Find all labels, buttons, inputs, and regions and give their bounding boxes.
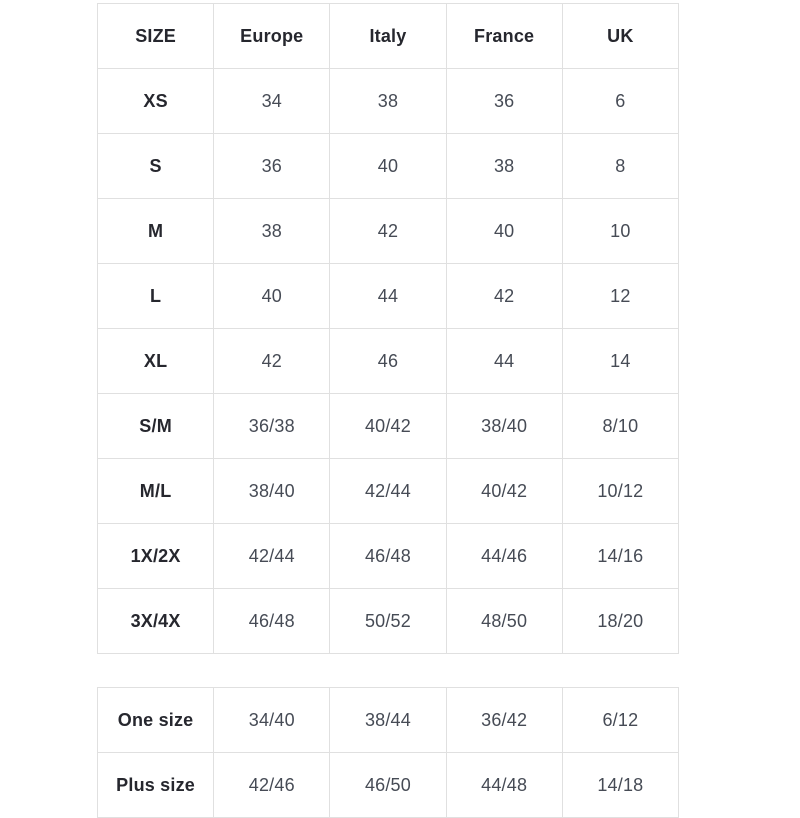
size-label-cell: One size <box>96 687 215 753</box>
size-value-cell: 6 <box>561 68 680 134</box>
size-value-cell: 42 <box>213 328 331 394</box>
size-value-cell: 40 <box>329 133 447 199</box>
size-value-cell: 14/16 <box>561 523 680 589</box>
size-value-cell: 38/40 <box>213 458 331 524</box>
size-value-cell: 44 <box>329 263 447 329</box>
column-header-uk: UK <box>561 3 680 69</box>
size-value-cell: 46/50 <box>329 752 447 818</box>
table-row: S 36 40 38 8 <box>96 133 680 199</box>
size-value-cell: 38/40 <box>445 393 563 459</box>
size-label-cell: S/M <box>96 393 215 459</box>
size-label-cell: XS <box>96 68 215 134</box>
size-value-cell: 36/42 <box>445 687 563 753</box>
size-value-cell: 46 <box>329 328 447 394</box>
size-value-cell: 34/40 <box>213 687 331 753</box>
table-row: 3X/4X 46/48 50/52 48/50 18/20 <box>96 588 680 654</box>
size-value-cell: 38 <box>445 133 563 199</box>
size-value-cell: 44 <box>445 328 563 394</box>
size-value-cell: 8/10 <box>561 393 680 459</box>
header-row: SIZE Europe Italy France UK <box>96 3 680 69</box>
size-label-cell: Plus size <box>96 752 215 818</box>
size-value-cell: 10 <box>561 198 680 264</box>
size-value-cell: 38/44 <box>329 687 447 753</box>
size-label-cell: XL <box>96 328 215 394</box>
size-label-cell: M/L <box>96 458 215 524</box>
size-label-cell: M <box>96 198 215 264</box>
table-row: Plus size 42/46 46/50 44/48 14/18 <box>96 752 680 818</box>
size-value-cell: 14/18 <box>561 752 680 818</box>
table-row: One size 34/40 38/44 36/42 6/12 <box>96 687 680 753</box>
table-row: M 38 42 40 10 <box>96 198 680 264</box>
size-value-cell: 14 <box>561 328 680 394</box>
size-label-cell: S <box>96 133 215 199</box>
size-value-cell: 6/12 <box>561 687 680 753</box>
column-header-size: SIZE <box>96 3 215 69</box>
size-value-cell: 38 <box>329 68 447 134</box>
size-value-cell: 50/52 <box>329 588 447 654</box>
table-row: 1X/2X 42/44 46/48 44/46 14/16 <box>96 523 680 589</box>
table-row: S/M 36/38 40/42 38/40 8/10 <box>96 393 680 459</box>
column-header-france: France <box>445 3 563 69</box>
size-value-cell: 42/44 <box>329 458 447 524</box>
size-label-cell: L <box>96 263 215 329</box>
size-label-cell: 3X/4X <box>96 588 215 654</box>
size-value-cell: 36 <box>445 68 563 134</box>
size-value-cell: 36/38 <box>213 393 331 459</box>
table-row: XS 34 38 36 6 <box>96 68 680 134</box>
table-row: XL 42 46 44 14 <box>96 328 680 394</box>
size-value-cell: 18/20 <box>561 588 680 654</box>
column-header-europe: Europe <box>213 3 331 69</box>
column-header-italy: Italy <box>329 3 447 69</box>
size-value-cell: 48/50 <box>445 588 563 654</box>
size-value-cell: 42/44 <box>213 523 331 589</box>
size-value-cell: 10/12 <box>561 458 680 524</box>
size-value-cell: 40/42 <box>445 458 563 524</box>
size-value-cell: 44/48 <box>445 752 563 818</box>
size-value-cell: 12 <box>561 263 680 329</box>
size-value-cell: 40 <box>213 263 331 329</box>
table-row: M/L 38/40 42/44 40/42 10/12 <box>96 458 680 524</box>
size-value-cell: 42 <box>329 198 447 264</box>
size-value-cell: 8 <box>561 133 680 199</box>
size-value-cell: 42 <box>445 263 563 329</box>
size-value-cell: 40/42 <box>329 393 447 459</box>
size-value-cell: 42/46 <box>213 752 331 818</box>
size-value-cell: 46/48 <box>329 523 447 589</box>
size-value-cell: 36 <box>213 133 331 199</box>
size-value-cell: 44/46 <box>445 523 563 589</box>
size-value-cell: 34 <box>213 68 331 134</box>
special-size-table: One size 34/40 38/44 36/42 6/12 Plus siz… <box>96 687 680 818</box>
size-guide-page: SIZE Europe Italy France UK XS 34 38 36 … <box>96 3 680 818</box>
table-row: L 40 44 42 12 <box>96 263 680 329</box>
size-value-cell: 40 <box>445 198 563 264</box>
size-value-cell: 46/48 <box>213 588 331 654</box>
size-value-cell: 38 <box>213 198 331 264</box>
size-label-cell: 1X/2X <box>96 523 215 589</box>
size-conversion-table: SIZE Europe Italy France UK XS 34 38 36 … <box>96 3 680 654</box>
